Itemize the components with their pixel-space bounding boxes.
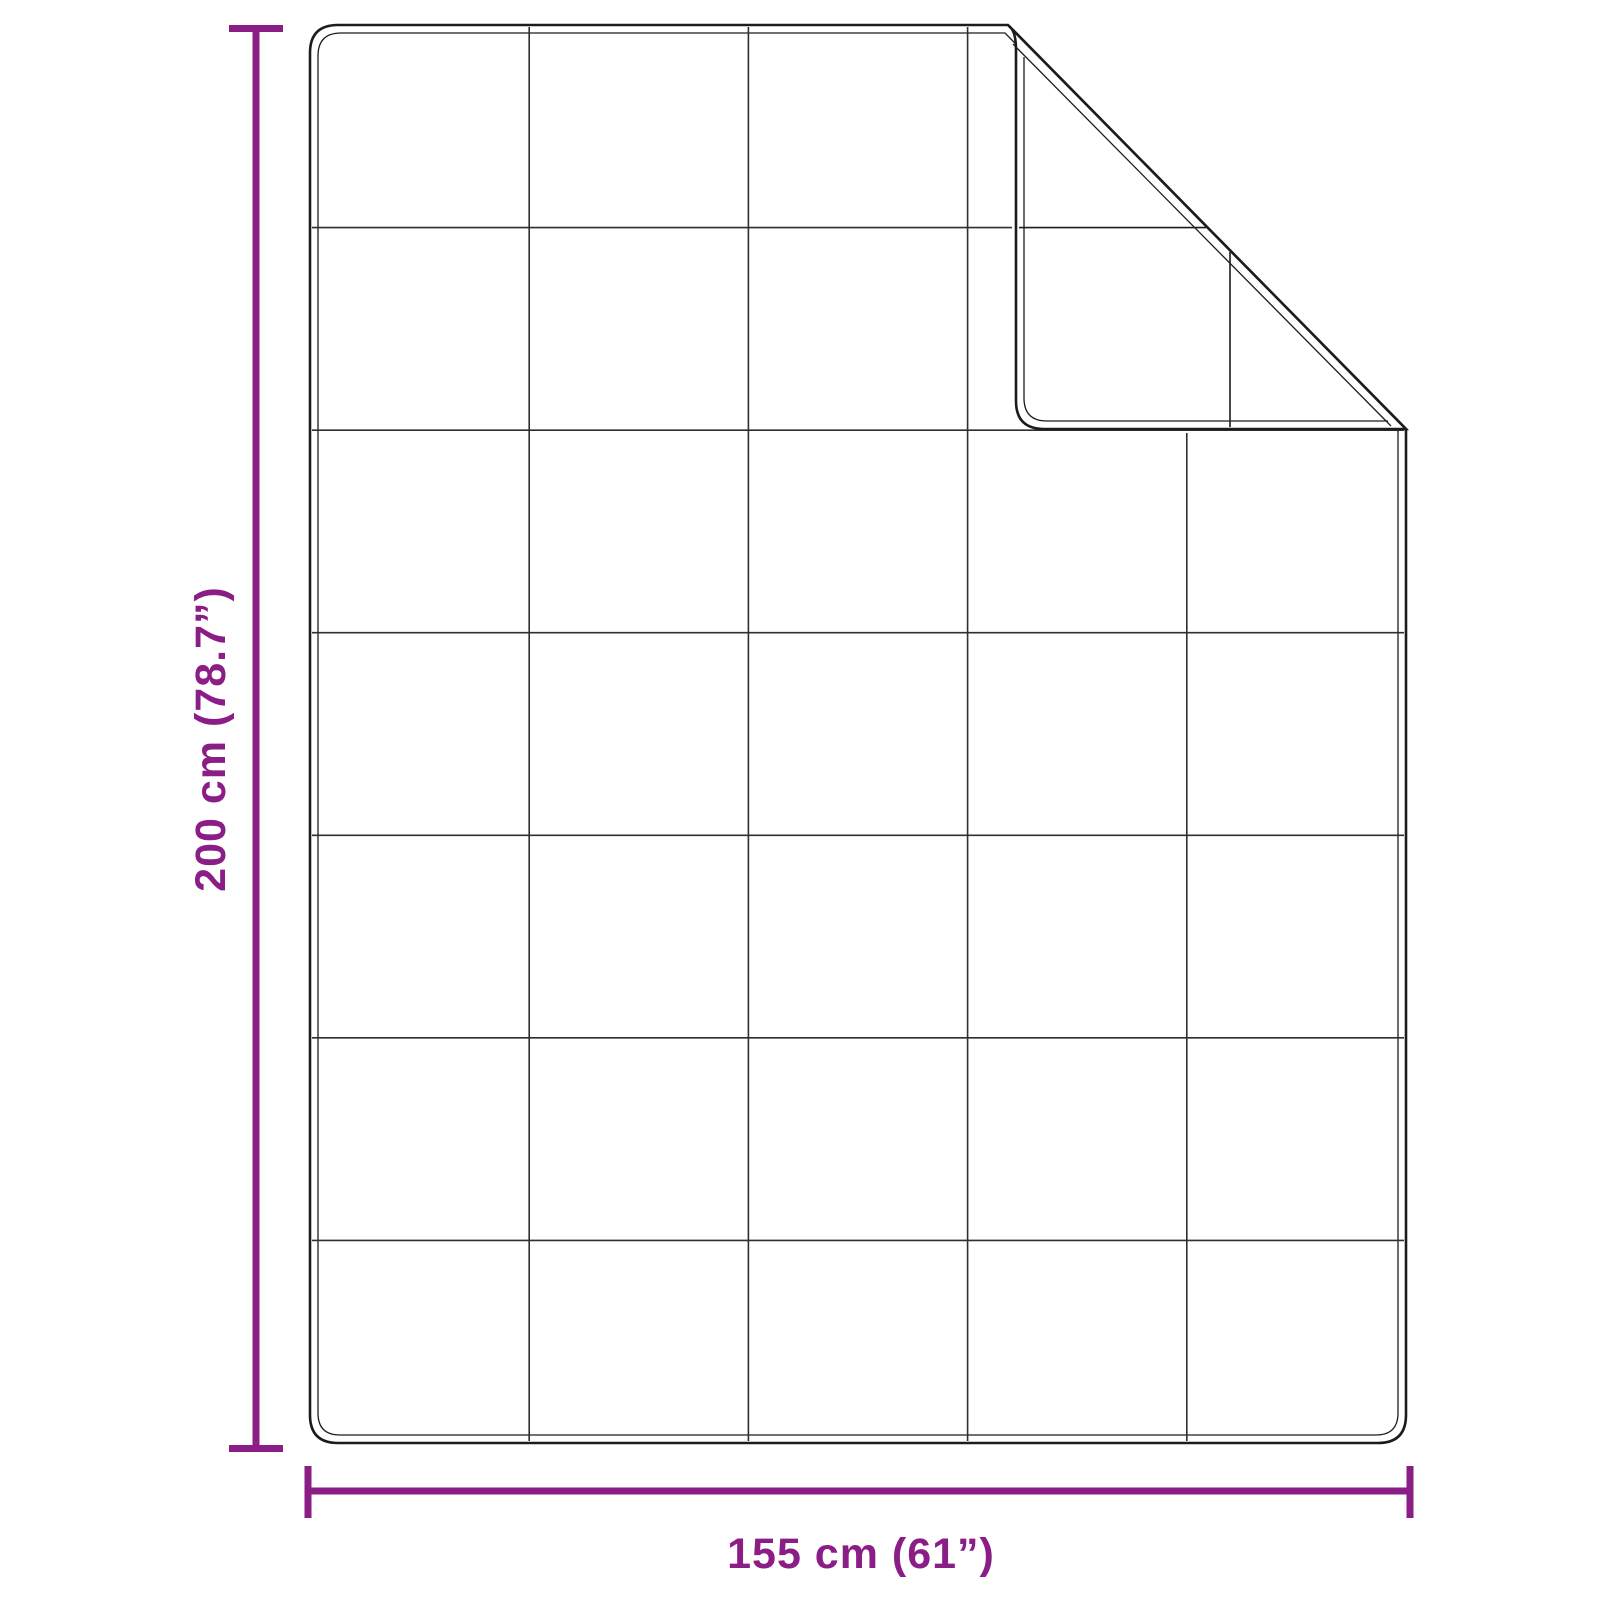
height-dimension: 200 cm (78.7”) — [187, 25, 283, 1452]
width-dimension-right-cap — [1406, 1466, 1414, 1518]
folded-corner — [1008, 24, 1410, 431]
width-dimension-left-cap — [304, 1466, 312, 1518]
height-dimension-label: 200 cm (78.7”) — [187, 586, 235, 892]
blanket-outline — [308, 23, 1408, 1445]
folded-corner-inner-border — [1012, 43, 1392, 427]
height-dimension-bottom-cap — [229, 1445, 283, 1452]
width-dimension: 155 cm (61”) — [304, 1466, 1414, 1578]
height-dimension-top-cap — [229, 25, 283, 32]
folded-corner-outline — [1008, 24, 1410, 431]
width-dimension-line — [308, 1487, 1410, 1495]
folded-corner-grid — [1019, 226, 1231, 427]
blanket — [308, 23, 1408, 1445]
width-dimension-label: 155 cm (61”) — [727, 1530, 995, 1578]
height-dimension-line — [252, 30, 260, 1448]
quilt-grid — [312, 27, 1404, 1441]
blanket-inner-border — [317, 32, 1399, 1436]
